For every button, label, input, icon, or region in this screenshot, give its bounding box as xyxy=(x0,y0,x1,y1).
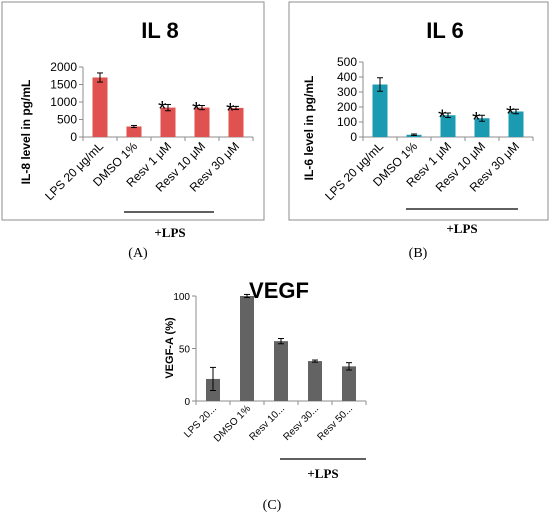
chart-c-group-label: +LPS xyxy=(307,466,338,481)
chart-b-title: IL 6 xyxy=(426,18,464,43)
chart-a-ytick-label: 0 xyxy=(70,130,77,144)
chart-b-ylabel: IL-6 level in pg/mL xyxy=(302,76,316,181)
chart-c-category-label: Resv 10... xyxy=(248,403,288,443)
chart-a-ylabel: IL-8 level in pg/mL xyxy=(19,80,33,185)
chart-b-significance-marker: * xyxy=(506,101,515,126)
chart-b-ytick-label: 0 xyxy=(350,130,357,144)
chart-a-ytick-label: 1500 xyxy=(50,78,77,92)
panel-b: IL 6 IL-6 level in pg/mL 010020030040050… xyxy=(288,1,549,261)
panel-a: IL 8 IL-8 level in pg/mL 0 500 1000 1500 200… xyxy=(1,1,265,261)
chart-a-title: IL 8 xyxy=(141,18,179,43)
chart-b-bar xyxy=(474,118,490,137)
chart-b-ytick-label: 500 xyxy=(337,55,357,69)
chart-c-ytick-label: 50 xyxy=(179,345,191,356)
chart-a-ytick-label: 500 xyxy=(57,113,77,127)
chart-b-bar xyxy=(440,115,456,137)
chart-c-ytick-label: 100 xyxy=(173,292,190,303)
chart-a-bar xyxy=(160,107,176,137)
chart-b-bar xyxy=(372,84,388,137)
chart-b-significance-marker: * xyxy=(438,105,447,130)
chart-a-ytick-label: 1000 xyxy=(50,95,77,109)
chart-c-panel-label: (C) xyxy=(263,498,282,513)
chart-c-bar xyxy=(308,361,322,401)
chart-b-frame xyxy=(288,1,549,221)
chart-a-significance-marker: * xyxy=(226,98,235,123)
chart-b-group-label: +LPS xyxy=(446,221,477,236)
chart-b-significance-marker: * xyxy=(472,107,481,132)
chart-c-bar xyxy=(342,366,356,401)
chart-b-ytick-label: 300 xyxy=(337,85,357,99)
chart-c-category-label: Resv 30... xyxy=(282,403,322,443)
chart-c-category-label: Resv 50... xyxy=(316,403,356,443)
chart-c-category-label: DMSO 1% xyxy=(212,403,253,444)
chart-b-panel-label: (B) xyxy=(409,246,428,261)
chart-a-ytick-label: 2000 xyxy=(50,60,77,74)
chart-a-frame xyxy=(1,1,265,221)
chart-c-ylabel: VEGF-A (%) xyxy=(164,317,176,379)
chart-b-ytick-label: 400 xyxy=(337,70,357,84)
chart-b-bar xyxy=(508,111,524,137)
chart-c-title: VEGF xyxy=(249,278,309,303)
chart-a-bar xyxy=(126,126,142,137)
chart-c-ytick-label: 0 xyxy=(184,397,190,408)
chart-b-ytick-label: 100 xyxy=(337,115,357,129)
chart-a-bar xyxy=(92,77,108,137)
chart-a-bar xyxy=(194,107,210,137)
chart-a-bar xyxy=(228,107,244,137)
chart-c-bar xyxy=(274,341,288,401)
chart-a-group-label: +LPS xyxy=(154,225,185,240)
chart-c-bar xyxy=(240,296,254,401)
chart-a-significance-marker: * xyxy=(192,98,201,123)
chart-a-panel-label: (A) xyxy=(128,246,148,261)
chart-a-significance-marker: * xyxy=(158,96,167,121)
chart-b-ytick-label: 200 xyxy=(337,100,357,114)
